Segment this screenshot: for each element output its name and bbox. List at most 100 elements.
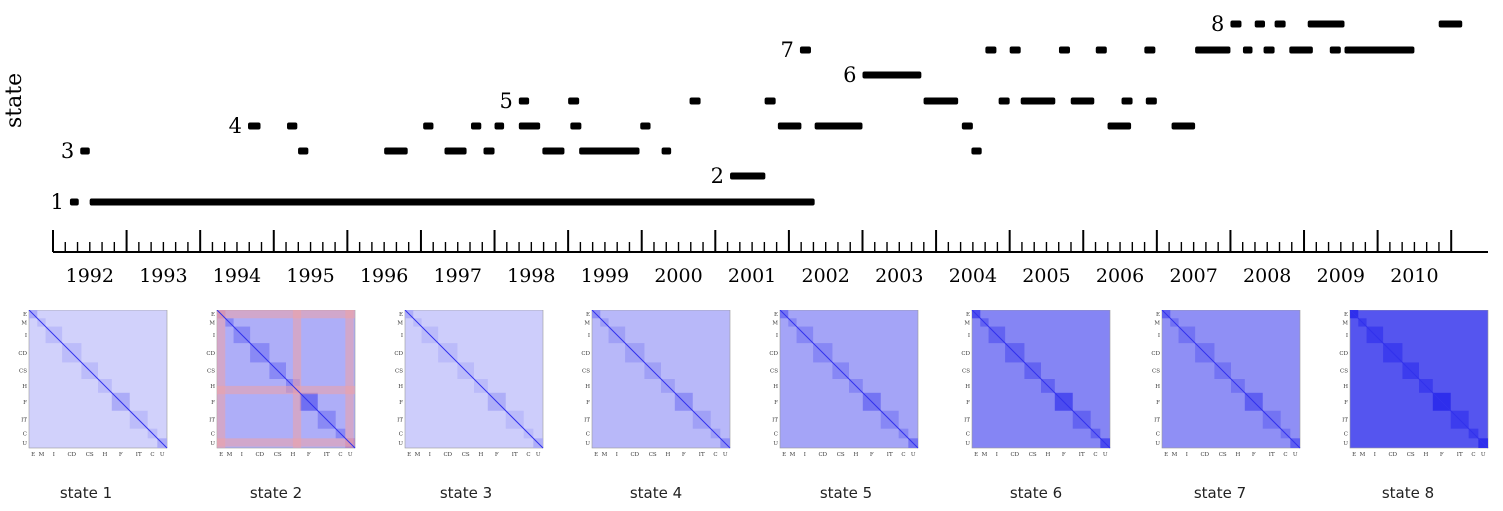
state-1-segment: [69, 198, 79, 206]
state-5-segment: [1020, 97, 1056, 105]
matrix-row-label: U: [22, 441, 27, 447]
state-5-segment: [1121, 97, 1133, 105]
x-tick-label: 2007: [1169, 265, 1217, 287]
state-label-5: 5: [499, 89, 512, 113]
matrix-col-label: E: [1164, 452, 1168, 458]
matrix-row-label: I: [213, 333, 215, 339]
matrix-row-label: I: [401, 333, 403, 339]
matrix-row-label: F: [774, 400, 778, 406]
matrix-col-label: F: [307, 452, 311, 458]
matrix-row-label: C: [1156, 432, 1160, 438]
matrix-row-label: E: [23, 312, 27, 318]
matrix-row-label: M: [21, 320, 27, 326]
matrix-col-label: M: [982, 452, 988, 458]
matrix-row-label: IT: [1154, 418, 1160, 424]
state-4-segment: [570, 122, 582, 130]
state-5-segment: [923, 97, 959, 105]
matrix-col-label: IT: [1079, 452, 1085, 458]
state-3-segment: [483, 147, 495, 155]
state-label-8: 8: [1211, 12, 1224, 36]
state-7-segment: [1195, 46, 1231, 54]
correlation-matrix-panel: E E M M I I CD CD CS CS H H F F IT IT C C U U: [205, 310, 357, 462]
state-7-segment: [1263, 46, 1275, 54]
matrix-row-label: E: [211, 312, 215, 318]
x-tick-label: 1992: [66, 265, 114, 287]
matrix-col-label: CD: [630, 452, 639, 458]
matrix-row-label: U: [1155, 441, 1160, 447]
matrix-col-label: I: [804, 452, 806, 458]
matrix-row-label: I: [1346, 333, 1348, 339]
panel-caption: state 2: [249, 484, 303, 502]
panel-caption: state 6: [1009, 484, 1063, 502]
matrix-row-label: CD: [1151, 351, 1160, 357]
state-4-segment: [470, 122, 482, 130]
state-8-segment: [1274, 20, 1286, 28]
state-7-segment: [985, 46, 997, 54]
matrix-col-label: E: [782, 452, 786, 458]
state-6-segment: [862, 71, 922, 79]
state-4-segment: [961, 122, 973, 130]
x-tick-label: 2001: [728, 265, 776, 287]
matrix-row-label: E: [399, 312, 403, 318]
x-tick-label: 1994: [213, 265, 261, 287]
x-tick-label: 1993: [139, 265, 187, 287]
matrix-row-label: C: [586, 432, 590, 438]
matrix-col-label: I: [53, 452, 55, 458]
matrix-row-label: U: [210, 441, 215, 447]
state-2-segment: [730, 172, 766, 180]
state-7-segment: [1329, 46, 1341, 54]
panel-caption: state 5: [819, 484, 873, 502]
matrix-row-label: CS: [770, 369, 778, 375]
matrix-row-label: U: [965, 441, 970, 447]
x-tick-label: 2005: [1022, 265, 1070, 287]
state-1-segment: [409, 198, 421, 206]
matrix-row-label: I: [1158, 333, 1160, 339]
state-4-segment: [287, 122, 298, 130]
state-7-segment: [799, 46, 811, 54]
matrix-row-label: CD: [206, 351, 215, 357]
matrix-col-label: IT: [887, 452, 893, 458]
matrix-row-label: CS: [1340, 369, 1348, 375]
matrix-row-label: H: [210, 384, 215, 390]
matrix-col-label: H: [291, 452, 296, 458]
matrix-col-label: U: [723, 452, 728, 458]
matrix-col-label: F: [1440, 452, 1444, 458]
matrix-col-label: C: [1093, 452, 1097, 458]
state-label-7: 7: [781, 38, 794, 62]
state-1-segment: [434, 198, 445, 206]
matrix-row-label: C: [774, 432, 778, 438]
matrix-col-label: CD: [255, 452, 264, 458]
matrix-row-label: H: [773, 384, 778, 390]
matrix-col-label: CD: [1200, 452, 1209, 458]
x-tick-label: 1998: [507, 265, 555, 287]
matrix-diagonal: [404, 310, 544, 449]
matrix-row-label: IT: [397, 418, 403, 424]
matrix-diagonal: [971, 310, 1111, 449]
x-tick-label: 1995: [286, 265, 334, 287]
matrix-col-label: CS: [462, 452, 470, 458]
matrix-col-label: IT: [136, 452, 142, 458]
state-7-segment: [1289, 46, 1313, 54]
matrix-col-label: M: [790, 452, 796, 458]
matrix-row-label: IT: [21, 418, 27, 424]
matrix-col-label: M: [1360, 452, 1366, 458]
matrix-row-label: M: [584, 320, 590, 326]
matrix-row-label: F: [399, 400, 403, 406]
matrix-row-label: H: [398, 384, 403, 390]
state-label-4: 4: [229, 114, 242, 138]
matrix-col-label: CS: [649, 452, 657, 458]
matrix-col-label: I: [429, 452, 431, 458]
matrix-row-label: CD: [1339, 351, 1348, 357]
matrix-red-band: [217, 310, 226, 448]
state-1-segment: [262, 198, 285, 206]
matrix-row-label: CD: [961, 351, 970, 357]
matrix-col-label: I: [1374, 452, 1376, 458]
matrix-col-label: F: [1062, 452, 1066, 458]
matrix-col-label: U: [911, 452, 916, 458]
matrix-col-label: IT: [1269, 452, 1275, 458]
state-4-segment: [640, 122, 651, 130]
